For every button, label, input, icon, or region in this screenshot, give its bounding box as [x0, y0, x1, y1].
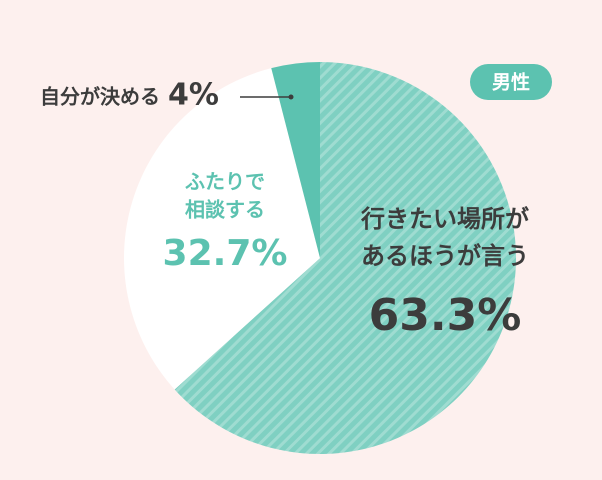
slice	[174, 62, 517, 454]
value-label: 63.3%	[369, 290, 522, 341]
slice-label: あるほうが言う	[361, 242, 529, 270]
slice	[271, 62, 320, 258]
slice-label: 自分が決める	[40, 85, 160, 109]
badge: 男性	[492, 71, 530, 94]
value-label: 4%	[168, 78, 219, 113]
slices	[123, 62, 517, 454]
value-label: 32.7%	[163, 233, 288, 274]
leader-dot	[288, 94, 294, 100]
slice-label: 相談する	[185, 198, 265, 222]
slice-label: 行きたい場所が	[360, 205, 529, 233]
slice	[123, 68, 320, 390]
slice-label: ふたりで	[185, 170, 265, 194]
badge-bg	[470, 64, 552, 100]
